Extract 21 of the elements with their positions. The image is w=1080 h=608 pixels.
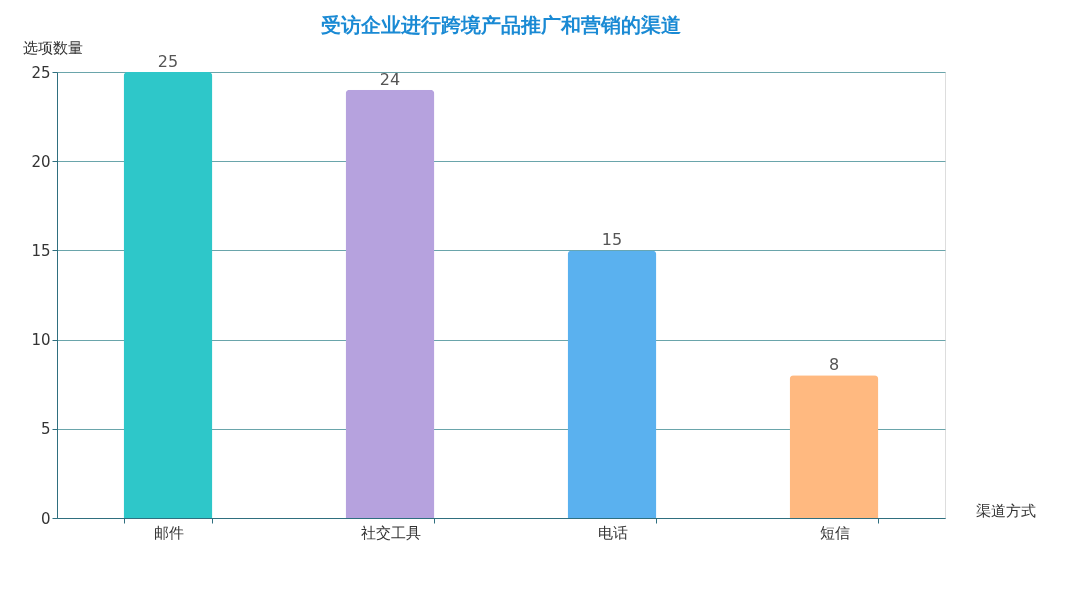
x-tick-label: 电话 [597,523,628,542]
bar [123,72,213,518]
data-label: 24 [379,69,401,89]
y-tick-label: 10 [31,331,51,350]
x-axis-title: 渠道方式 [975,501,1036,520]
y-axis-title: 选项数量 [22,38,83,57]
y-tick-label: 25 [31,63,51,82]
y-tick-label: 5 [40,420,51,439]
x-tick-label: 短信 [819,523,850,542]
y-tick-label: 0 [40,509,51,528]
data-label: 15 [601,230,623,250]
y-tick-label: 15 [31,241,51,260]
bar [789,375,879,518]
x-tick-label: 社交工具 [360,523,421,542]
bar [567,250,657,518]
data-label: 25 [157,52,179,71]
x-tick-label: 邮件 [153,523,184,542]
data-label: 8 [828,355,840,375]
y-tick-label: 20 [31,152,51,171]
chart-title: 受访企业进行跨境产品推广和营销的渠道 [321,13,681,37]
bar [345,89,435,518]
